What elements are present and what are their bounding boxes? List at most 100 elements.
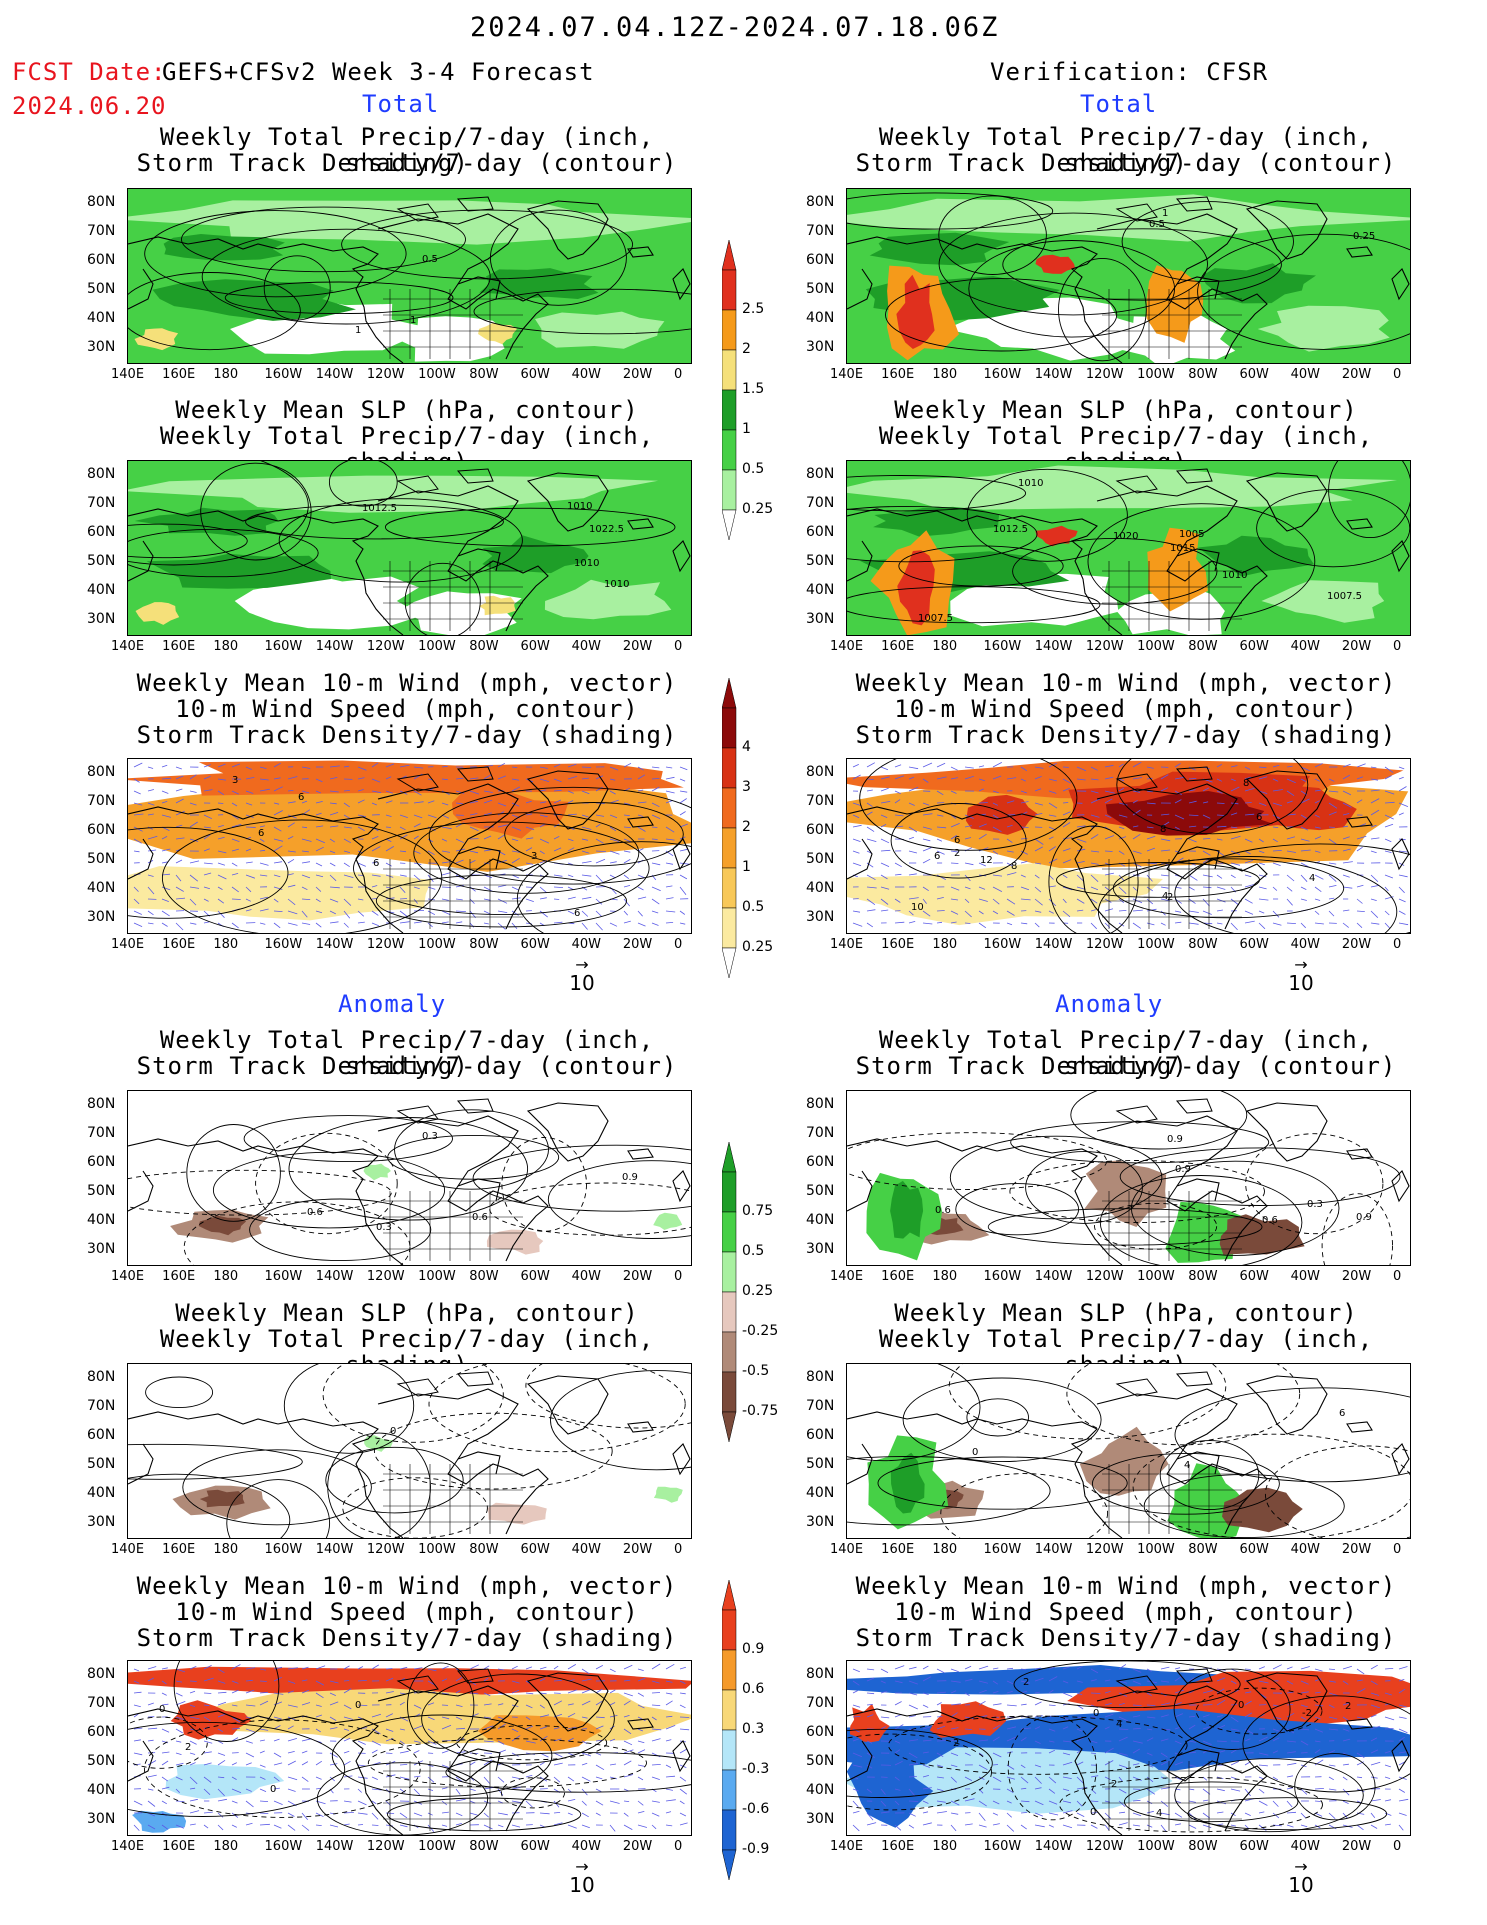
lon-tick-label: 60W — [1239, 937, 1269, 952]
panel-title: Weekly Mean SLP (hPa, contour) — [175, 1299, 639, 1327]
contour-line — [173, 1661, 280, 1742]
precip-moderate — [135, 602, 180, 625]
contour-label: 1005 — [1179, 529, 1204, 540]
lat-tick-label: 60N — [87, 1427, 116, 1443]
forecast-map-slpA: 0 — [127, 1363, 692, 1539]
lon-tick-label: 0 — [1393, 1839, 1402, 1854]
contour-label: 0 — [1090, 1807, 1096, 1818]
lon-tick-label: 140E — [111, 1542, 145, 1557]
contour-label: 0 — [972, 1447, 978, 1458]
contour-label: 1 — [1162, 208, 1168, 219]
colorbar-tick-label: 4 — [742, 739, 751, 755]
lon-tick-label: 80W — [1188, 639, 1218, 654]
precip-light — [847, 194, 1410, 242]
lon-tick-label: 0 — [1393, 1542, 1402, 1557]
lon-tick-label: 100W — [418, 937, 456, 952]
contour-line — [128, 1721, 346, 1817]
lon-tick-label: 160W — [983, 937, 1022, 952]
lon-tick-label: 20W — [1341, 1542, 1372, 1557]
panel-title: Weekly Mean SLP (hPa, contour) — [894, 1299, 1358, 1327]
lon-tick-label: 160W — [264, 639, 303, 654]
panel-title: Weekly Mean 10-m Wind (mph, vector) — [855, 669, 1397, 697]
contour-line — [902, 1377, 1102, 1463]
lon-tick-label: 160E — [162, 367, 196, 382]
panel-title: Weekly Total Precip/7-day (inch, shading… — [878, 1026, 1374, 1080]
lon-tick-label: 100W — [1137, 937, 1175, 952]
lon-tick-label: 140W — [1034, 1839, 1073, 1854]
contour-line — [847, 586, 1101, 624]
lon-tick-label: 160E — [162, 1542, 196, 1557]
lat-tick-label: 30N — [806, 611, 835, 627]
precip-heavy — [163, 234, 285, 261]
contour-label: 6 — [258, 828, 264, 839]
coastline — [847, 472, 1410, 635]
contour-line — [547, 1160, 691, 1239]
contour-label: 6 — [574, 908, 580, 919]
panel-title: Weekly Mean 10-m Wind (mph, vector) — [136, 1572, 678, 1600]
lon-tick-label: 180 — [932, 367, 958, 382]
lon-tick-label: 100W — [1137, 639, 1175, 654]
wind-vectors — [852, 1664, 1409, 1832]
contour-line — [966, 468, 1128, 562]
lon-tick-label: 160E — [881, 937, 915, 952]
lat-tick-label: 50N — [87, 1456, 116, 1472]
lon-tick-label: 60W — [520, 937, 550, 952]
colorbar-segment — [721, 1331, 737, 1373]
contour-line — [200, 462, 312, 561]
lon-tick-label: 80W — [469, 1542, 499, 1557]
contour-line — [128, 461, 309, 566]
lon-tick-label: 120W — [366, 367, 405, 382]
contour-label: 6 — [1339, 1408, 1345, 1419]
lat-tick-label: 70N — [806, 1125, 835, 1141]
contour-line-negative — [500, 1777, 566, 1809]
colorbar-tick-label: -0.5 — [742, 1363, 770, 1379]
lat-tick-label: 40N — [87, 1782, 116, 1798]
lon-tick-label: 60W — [520, 639, 550, 654]
lat-tick-label: 70N — [87, 495, 116, 511]
lon-tick-label: 180 — [213, 367, 239, 382]
lon-tick-label: 140E — [111, 1839, 145, 1854]
lon-tick-label: 140W — [315, 1542, 354, 1557]
contour-label: 3 — [232, 775, 238, 786]
lon-tick-label: 160W — [264, 1542, 303, 1557]
lon-tick-label: 20W — [1341, 639, 1372, 654]
lon-tick-label: 160W — [264, 1839, 303, 1854]
contour-line — [384, 507, 676, 547]
contour-line — [387, 1134, 560, 1180]
state-borders — [383, 859, 523, 929]
vector-reference-arrow: → 10 — [1281, 1859, 1321, 1898]
precip-moderate — [134, 328, 179, 351]
vector-reference-arrow: → 10 — [562, 1859, 602, 1898]
vector-reference-arrow: → 10 — [1281, 957, 1321, 996]
colorbar-segment — [721, 1291, 737, 1333]
lon-tick-label: 100W — [1137, 367, 1175, 382]
precip-anom-pos — [363, 1163, 391, 1181]
contour-line — [224, 281, 454, 315]
contour-line — [987, 1208, 1263, 1246]
lon-tick-label: 160E — [162, 639, 196, 654]
state-borders — [383, 1464, 523, 1534]
contour-label: 1010 — [604, 579, 629, 590]
contour-line-negative — [1321, 1193, 1393, 1265]
storm-density-025 — [847, 863, 1163, 926]
lat-tick-label: 50N — [87, 1183, 116, 1199]
lon-tick-label: 120W — [1085, 367, 1124, 382]
lat-tick-label: 50N — [806, 1753, 835, 1769]
verification-map-precipA: 0.6 0.9 0.3 0.9 0.9 0.6 — [846, 1090, 1411, 1266]
precip-anom-strong-pos — [890, 1180, 924, 1239]
verification-label: Verification: CFSR — [990, 58, 1269, 86]
lon-tick-label: 160E — [881, 1542, 915, 1557]
lat-tick-label: 40N — [806, 582, 835, 598]
lat-tick-label: 60N — [806, 822, 835, 838]
contour-label: 4 — [1116, 1719, 1122, 1730]
contour-line — [212, 1151, 446, 1229]
contour-line-negative — [1007, 1715, 1097, 1821]
lat-tick-label: 80N — [806, 764, 835, 780]
lon-tick-label: 0 — [1393, 639, 1402, 654]
lon-tick-label: 60W — [1239, 639, 1269, 654]
precip-light — [1257, 305, 1390, 352]
colorbar-segment — [721, 1729, 737, 1771]
lat-tick-label: 80N — [806, 1666, 835, 1682]
contour-label: 4 — [1309, 873, 1315, 884]
lat-tick-label: 50N — [806, 553, 835, 569]
